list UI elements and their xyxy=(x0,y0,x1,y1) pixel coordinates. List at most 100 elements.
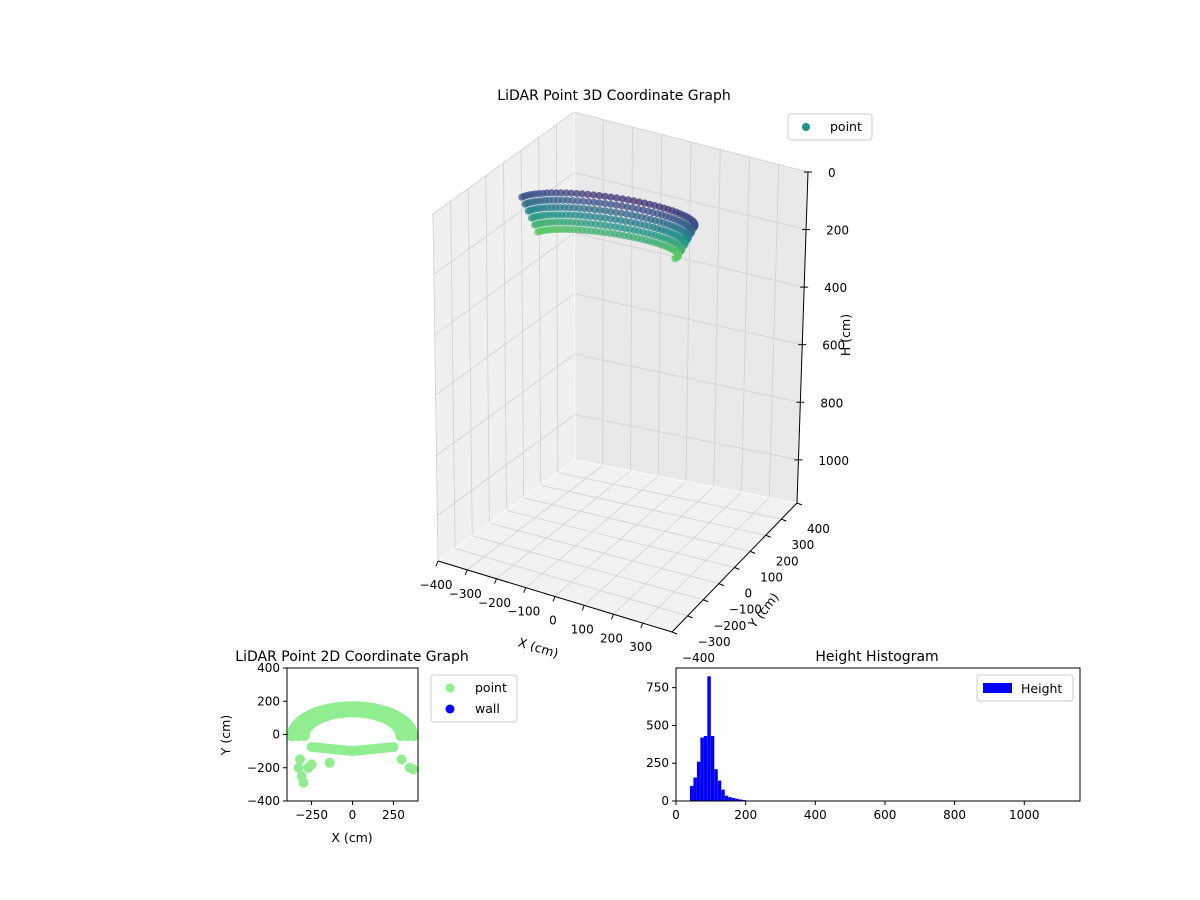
point-3d-7 xyxy=(573,189,581,198)
histogram-bar-5 xyxy=(707,676,711,801)
point-3d-9 xyxy=(578,190,586,198)
point-2d-182 xyxy=(287,731,297,742)
y-tick-label-2d-1: 200 xyxy=(257,694,280,708)
x-tick-3d-7 xyxy=(640,622,644,629)
point-3d-13 xyxy=(590,191,598,199)
point-3d-64 xyxy=(575,204,583,212)
point-3d-3 xyxy=(562,189,570,197)
point-3d-37 xyxy=(585,198,593,206)
point-3d-40 xyxy=(590,198,598,206)
histogram-bar-0 xyxy=(689,785,694,801)
z-tick-label-3d-3: 600 xyxy=(822,339,845,353)
grid-y-left-2 xyxy=(467,188,473,536)
x-tick-label-3d-5: 100 xyxy=(571,622,594,636)
point-3d-30 xyxy=(569,197,577,205)
grid-y-left-0 xyxy=(432,213,439,562)
point-3d-22 xyxy=(618,195,627,203)
y-tick-label-3d-2: −200 xyxy=(713,619,746,633)
points-2d xyxy=(287,701,418,788)
x-tick-3d-3 xyxy=(523,587,527,593)
legend-marker-point-2d xyxy=(445,683,455,693)
y-tick-label-3d-0: −400 xyxy=(682,651,715,665)
point-3d-11 xyxy=(584,190,592,198)
plot-2d: LiDAR Point 2D Coordinate Graph −250 0 250… xyxy=(218,649,518,845)
grid-y-left-5 xyxy=(520,150,525,498)
x-tick-label-3d-2: −200 xyxy=(478,596,511,610)
legend-3d: point xyxy=(787,113,873,141)
grid-z-back-5 xyxy=(574,414,799,461)
x-tick-label-3d-3: −100 xyxy=(507,605,540,619)
y-tick-3d-4 xyxy=(734,567,740,570)
y-tick-label-2d-4: −400 xyxy=(247,794,280,808)
legend-label-wall-2d: wall xyxy=(475,701,500,716)
z-axis-label-3d: H (cm) xyxy=(838,314,853,356)
point-2d-215 xyxy=(293,762,304,773)
x-tick-3d-2 xyxy=(494,578,497,584)
x-tick-label-3d-6: 200 xyxy=(600,631,623,645)
grid-z-back-2 xyxy=(574,232,805,288)
y-tick-label-3d-3: −100 xyxy=(729,603,762,617)
point-3d-160 xyxy=(531,221,539,229)
axes-frame-histogram xyxy=(675,667,1081,802)
point-3d-210 xyxy=(534,228,542,236)
x-tick-label-3d-1: −300 xyxy=(449,587,482,601)
grid-y-floor-7 xyxy=(557,472,782,520)
grid-y-left-7 xyxy=(555,124,559,473)
y-tick-3d-0 xyxy=(671,631,678,635)
grid-y-floor-2 xyxy=(472,535,704,601)
legend-label-height: Height xyxy=(1021,681,1062,696)
ticks-2d: −250 0 250 400 200 0 −200 −400 xyxy=(247,661,405,822)
y-tick-3d-2 xyxy=(703,599,709,603)
y-tick-label-hist-1: 250 xyxy=(646,756,669,770)
title-2d: LiDAR Point 2D Coordinate Graph xyxy=(235,649,468,665)
grid-z-left-3 xyxy=(435,293,575,396)
grid-x-back-5 xyxy=(713,149,721,487)
legend-label-point-3d: point xyxy=(830,119,862,134)
pane-edges xyxy=(437,111,798,562)
histogram-bar-11 xyxy=(728,797,732,801)
histogram-bar-6 xyxy=(710,736,715,801)
x-tick-3d-6 xyxy=(611,614,614,620)
grid-z-back-4 xyxy=(574,353,801,403)
point-3d-21 xyxy=(613,194,621,202)
grid-z-back-3 xyxy=(574,293,803,346)
point-2d-220 xyxy=(324,757,335,768)
histogram-bar-2 xyxy=(696,761,701,801)
x-tick-label-hist-2: 400 xyxy=(804,808,827,822)
grid-x-back-1 xyxy=(602,119,604,466)
point-3d-293 xyxy=(671,255,679,263)
grid-x-back-3 xyxy=(657,134,663,477)
title-3d: LiDAR Point 3D Coordinate Graph xyxy=(497,88,730,104)
x-tick-3d-1 xyxy=(464,569,468,576)
histogram-bar-8 xyxy=(717,780,722,801)
point-2d-223 xyxy=(408,764,418,775)
point-3d-79 xyxy=(524,207,532,215)
grid-x-back-7 xyxy=(768,164,780,498)
point-3d-45 xyxy=(601,200,609,208)
y-axis-label-2d: Y (cm) xyxy=(218,715,233,756)
point-3d-32 xyxy=(574,197,582,205)
histogram-bar-13 xyxy=(735,798,739,801)
point-2d-219 xyxy=(306,759,317,770)
histogram-bar-12 xyxy=(731,797,736,801)
grid-y-floor-1 xyxy=(455,547,688,617)
y-tick-label-3d-5: 100 xyxy=(760,570,783,584)
point-3d-53 xyxy=(623,203,631,211)
legend-frame-histogram xyxy=(976,674,1074,702)
y-tick-label-hist-2: 500 xyxy=(646,718,669,732)
point-3d-51 xyxy=(618,202,626,210)
title-histogram: Height Histogram xyxy=(815,649,938,665)
point-3d-83 xyxy=(612,208,620,216)
point-3d-116 xyxy=(527,214,536,222)
y-tick-label-2d-2: 0 xyxy=(272,728,280,742)
grid-y-floor-3 xyxy=(489,522,719,585)
grid-x-back-4 xyxy=(685,141,692,482)
y-tick-3d-8 xyxy=(796,502,803,506)
point-3d-78 xyxy=(601,207,609,215)
plot-3d: LiDAR Point 3D Coordinate Graph −400−300… xyxy=(420,88,873,665)
grid-z-back-1 xyxy=(574,172,807,230)
point-3d-17 xyxy=(601,192,609,200)
x-tick-label-3d-0: −400 xyxy=(420,578,453,592)
point-3d-75 xyxy=(596,206,604,214)
